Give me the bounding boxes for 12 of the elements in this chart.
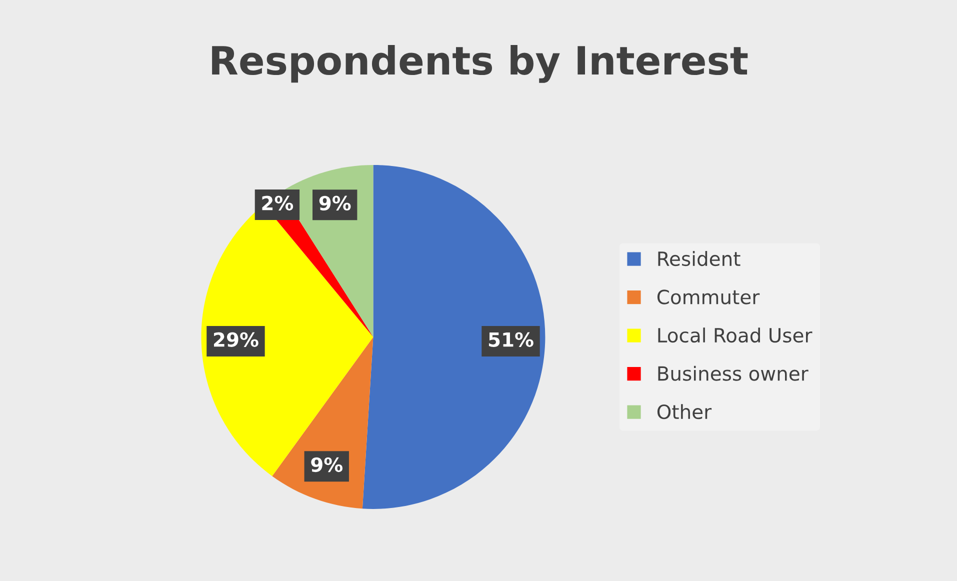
- data-label: 29%: [214, 332, 258, 347]
- legend-label: Commuter: [657, 290, 760, 304]
- data-label: 2%: [262, 196, 294, 210]
- data-label: 51%: [488, 332, 534, 347]
- chart-title: Respondents by Interest: [212, 44, 748, 83]
- legend-label: Other: [657, 404, 712, 420]
- data-label: 9%: [319, 196, 351, 211]
- legend-label: Business owner: [658, 366, 808, 381]
- pie-slice: [362, 165, 546, 509]
- data-label: 9%: [311, 457, 343, 472]
- legend-label: Local Road User: [658, 328, 812, 343]
- legend-label: Resident: [658, 251, 740, 266]
